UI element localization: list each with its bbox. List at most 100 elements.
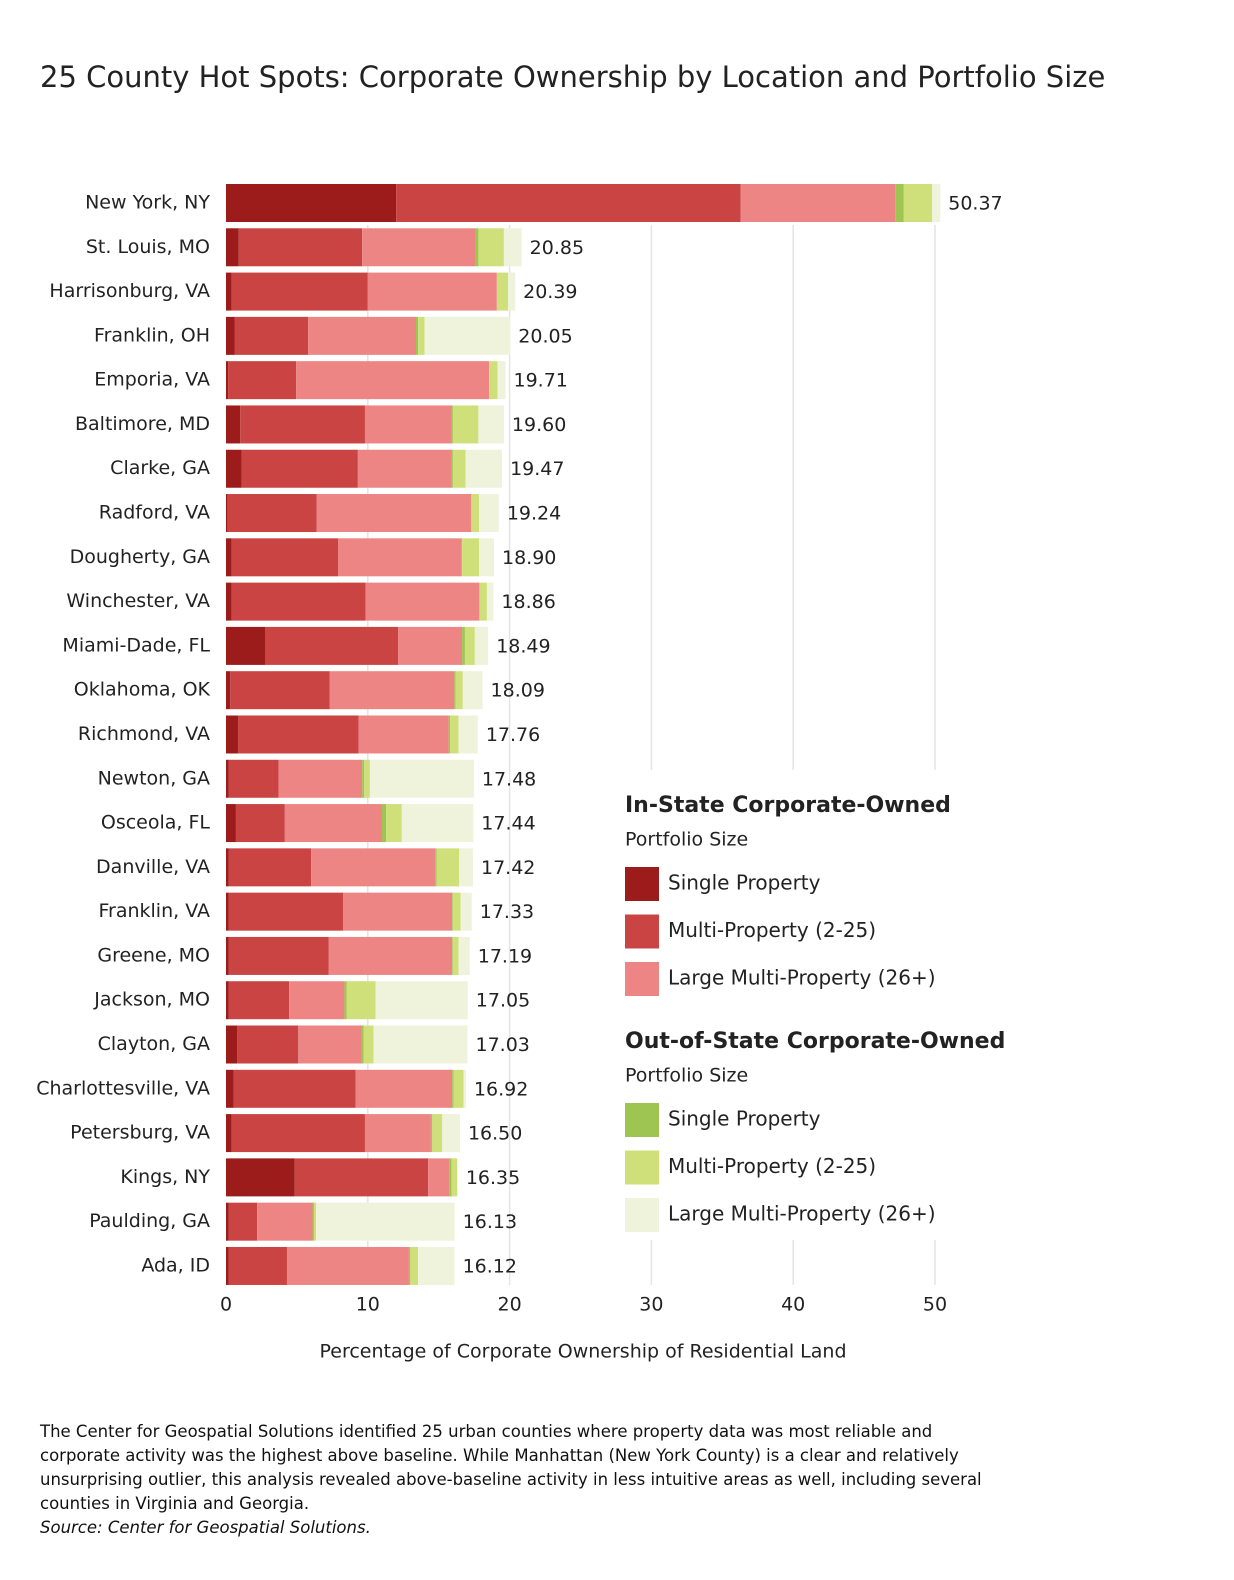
bar-segment xyxy=(362,228,476,267)
chart: 25 County Hot Spots: Corporate Ownership… xyxy=(36,60,1105,1363)
bar-segment xyxy=(474,626,489,665)
category-label: St. Louis, MO xyxy=(86,236,210,258)
category-label: Miami-Dade, FL xyxy=(62,634,210,656)
bar-segment xyxy=(228,892,343,931)
total-label: 16.13 xyxy=(463,1211,517,1233)
bar-segment xyxy=(226,449,242,488)
bar-segment xyxy=(364,1114,431,1153)
bar-segment xyxy=(486,582,494,621)
bar-segment xyxy=(452,449,466,488)
category-label: New York, NY xyxy=(85,192,210,214)
category-label: Clarke, GA xyxy=(110,457,210,479)
total-label: 17.03 xyxy=(475,1034,529,1056)
bar-segment xyxy=(346,981,376,1020)
legend-swatch xyxy=(625,1103,659,1137)
legend-swatch xyxy=(625,1198,659,1232)
category-label: Richmond, VA xyxy=(78,723,210,745)
bar-segment xyxy=(234,316,309,355)
bar-segment xyxy=(361,1025,364,1064)
bar-segment xyxy=(452,1069,454,1108)
bar-segment xyxy=(226,582,232,621)
bar-segment xyxy=(226,715,239,754)
bar-segment xyxy=(226,538,232,577)
legend-label: Multi-Property (2-25) xyxy=(668,1154,876,1178)
bar-segment xyxy=(365,582,480,621)
bar-segment xyxy=(452,405,479,444)
total-label: 17.48 xyxy=(482,768,536,790)
bar-segment xyxy=(464,626,475,665)
bar-segment xyxy=(363,1025,374,1064)
category-label: Charlottesville, VA xyxy=(36,1077,210,1099)
bar-segment xyxy=(278,759,363,798)
bar-segment xyxy=(432,1114,443,1153)
total-label: 17.19 xyxy=(478,945,532,967)
bar-segment xyxy=(459,848,474,887)
bar-segment xyxy=(226,626,265,665)
x-tick-label: 50 xyxy=(923,1294,947,1316)
bar-segment xyxy=(329,671,455,710)
bar-segment xyxy=(238,715,359,754)
bar-segment xyxy=(228,361,297,400)
bar-segment xyxy=(436,848,460,887)
legend-group-title: In-State Corporate-Owned xyxy=(625,793,951,818)
legend-swatch xyxy=(625,962,659,996)
bar-segment xyxy=(496,272,509,311)
bar-segment xyxy=(448,715,451,754)
source-text: Source: Center for Geospatial Solutions. xyxy=(40,1518,371,1537)
bar-segment xyxy=(381,804,387,843)
bar-segment xyxy=(312,1202,314,1241)
bar-segment xyxy=(296,361,490,400)
total-label: 19.71 xyxy=(513,370,567,392)
bar-segment xyxy=(471,494,480,533)
legend-background xyxy=(610,770,1040,1240)
legend-label: Single Property xyxy=(668,1107,821,1131)
category-label: Clayton, GA xyxy=(98,1033,210,1055)
bar-segment xyxy=(740,184,896,222)
bar-segment xyxy=(308,316,417,355)
bar-segment xyxy=(452,936,453,975)
bar-segment xyxy=(228,1202,258,1241)
bar-segment xyxy=(226,361,229,400)
bar-segment xyxy=(226,405,241,444)
bar-segment xyxy=(479,538,495,577)
total-label: 16.35 xyxy=(466,1167,520,1189)
category-label: Danville, VA xyxy=(96,856,210,878)
bar-segment xyxy=(478,405,504,444)
bar-segment xyxy=(479,582,487,621)
category-label: Ada, ID xyxy=(141,1254,210,1276)
bar-segment xyxy=(241,449,358,488)
category-label: Greene, MO xyxy=(97,944,210,966)
bar-segment xyxy=(903,184,933,222)
total-label: 18.86 xyxy=(501,591,555,613)
x-tick-label: 10 xyxy=(356,1294,380,1316)
bar-segment xyxy=(410,1246,419,1285)
bar-segment xyxy=(226,892,229,931)
total-label: 19.60 xyxy=(512,414,566,436)
bar-segment xyxy=(233,1069,356,1108)
bar-segment xyxy=(508,272,516,311)
bar-segment xyxy=(342,892,453,931)
legend-swatch xyxy=(625,914,659,949)
total-label: 17.44 xyxy=(481,813,535,835)
total-label: 17.33 xyxy=(480,901,534,923)
bar-segment xyxy=(396,184,741,222)
bar-segment xyxy=(226,272,232,311)
bar-segment xyxy=(451,1158,458,1197)
total-label: 18.49 xyxy=(496,635,550,657)
bar-segment xyxy=(497,361,506,400)
bar-segment xyxy=(367,272,497,311)
bar-segment xyxy=(418,316,425,355)
bar-segment xyxy=(450,715,459,754)
category-label: Winchester, VA xyxy=(66,590,210,612)
bar-segment xyxy=(465,449,503,488)
category-label: Franklin, OH xyxy=(94,324,210,346)
bar-segment xyxy=(462,538,480,577)
bar-segment xyxy=(401,804,474,843)
bar-segment xyxy=(316,494,472,533)
bar-segment xyxy=(289,981,345,1020)
bar-segment xyxy=(231,582,366,621)
bar-segment xyxy=(462,626,465,665)
bar-segment xyxy=(228,981,290,1020)
bar-segment xyxy=(449,1158,452,1197)
bar-segment xyxy=(226,1069,234,1108)
